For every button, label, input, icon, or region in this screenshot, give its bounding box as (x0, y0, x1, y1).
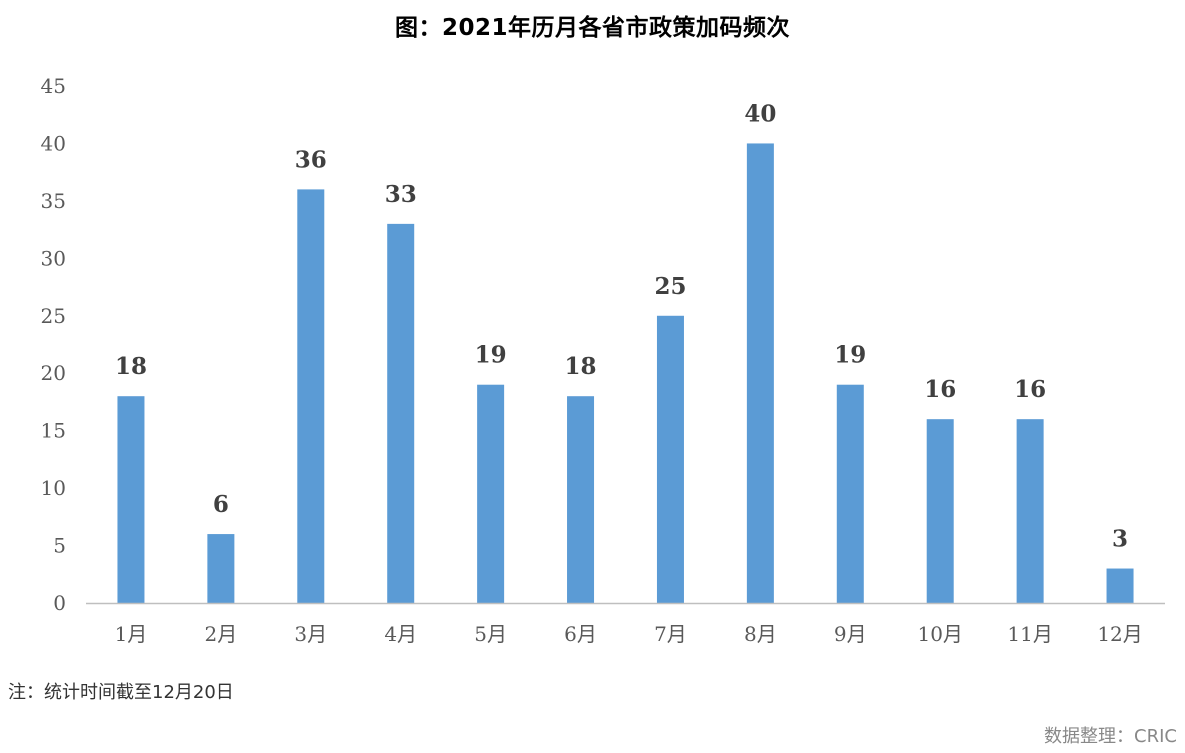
x-tick-label: 3月 (294, 622, 327, 646)
bar (567, 396, 595, 603)
bar (926, 419, 954, 603)
data-label: 18 (115, 353, 147, 380)
y-tick-label: 35 (41, 189, 66, 213)
x-tick-label: 8月 (744, 622, 777, 646)
y-tick-label: 5 (53, 534, 66, 558)
bar (656, 315, 684, 603)
x-tick-label: 12月 (1097, 622, 1142, 646)
bar (1016, 419, 1044, 603)
y-tick-label: 0 (53, 591, 66, 615)
x-axis: 1月 2月 3月 4月 5月 6月 7月 8月 9月 10月 11月 12月 (86, 602, 1165, 646)
chart-title: 图：2021年历月各省市政策加码频次 (394, 15, 790, 41)
x-tick-label: 1月 (115, 622, 148, 646)
x-tick-label: 4月 (384, 622, 417, 646)
data-label: 19 (475, 342, 507, 369)
bars: 18 6 36 33 19 18 25 40 19 16 16 3 (115, 100, 1134, 603)
y-tick-label: 30 (41, 246, 66, 270)
y-tick-label: 15 (41, 419, 66, 443)
bar (746, 143, 774, 603)
bar (207, 534, 235, 603)
data-label: 3 (1112, 526, 1128, 553)
x-tick-label: 9月 (834, 622, 867, 646)
bar (836, 384, 864, 603)
x-tick-label: 5月 (474, 622, 507, 646)
y-axis: 0 5 10 15 20 25 30 35 40 45 (41, 74, 66, 615)
bar (1106, 568, 1134, 603)
x-tick-label: 10月 (917, 622, 962, 646)
data-label: 36 (295, 146, 327, 173)
footnote: 注：统计时间截至12月20日 (8, 682, 234, 703)
bar-chart: 0 5 10 15 20 25 30 35 40 45 18 6 36 33 19 18 25 40 19 16 16… (41, 74, 1165, 646)
y-tick-label: 20 (41, 361, 66, 385)
bar (117, 396, 145, 603)
data-label: 33 (385, 181, 417, 208)
y-tick-label: 10 (41, 476, 66, 500)
data-source: 数据整理：CRIC (1044, 726, 1177, 747)
data-label: 40 (744, 100, 776, 127)
y-tick-label: 40 (41, 131, 66, 155)
y-tick-label: 45 (41, 74, 66, 98)
data-label: 19 (834, 342, 866, 369)
data-label: 25 (654, 273, 686, 300)
bar (477, 384, 505, 603)
data-label: 6 (213, 491, 229, 518)
x-tick-label: 6月 (564, 622, 597, 646)
x-tick-label: 2月 (205, 622, 238, 646)
bar (387, 223, 415, 603)
data-label: 16 (1014, 376, 1046, 403)
y-tick-label: 25 (41, 304, 66, 328)
x-tick-label: 11月 (1007, 622, 1052, 646)
data-label: 16 (924, 376, 956, 403)
bar (297, 189, 325, 603)
data-label: 18 (565, 353, 597, 380)
x-tick-label: 7月 (654, 622, 687, 646)
